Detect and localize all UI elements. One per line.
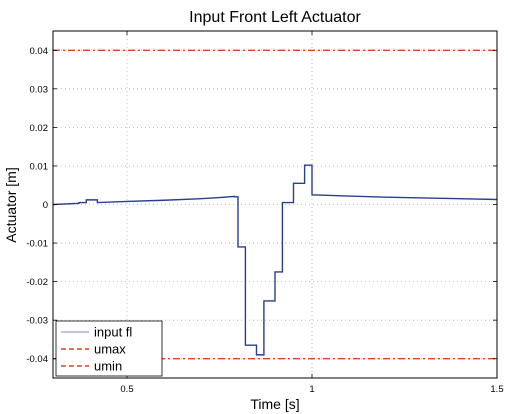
chart-title: Input Front Left Actuator [189, 9, 361, 26]
legend-label-0: input fl [94, 325, 132, 340]
y-tick-label-1: -0.03 [26, 316, 48, 327]
legend: input fl umax umin [55, 320, 163, 377]
y-axis-ticks: -0.04 -0.03 -0.02 -0.01 0 0.01 0.02 0.03 0.04 [26, 46, 497, 365]
y-tick-label-7: 0.03 [30, 84, 49, 95]
x-tick-label-1: 1 [309, 384, 314, 395]
y-tick-label-2: -0.02 [26, 277, 48, 288]
plot-series [52, 49, 498, 360]
y-tick-label-8: 0.04 [30, 46, 49, 57]
series-line-input-fl [52, 164, 498, 356]
x-axis-label: Time [s] [250, 396, 299, 412]
y-axis-label: Actuator [m] [3, 167, 19, 242]
x-tick-label-2: 1.5 [490, 384, 503, 395]
x-axis-ticks: 0.5 1 1.5 [120, 31, 504, 395]
y-tick-label-5: 0.01 [30, 161, 49, 172]
x-tick-label-0: 0.5 [120, 384, 133, 395]
y-tick-label-3: -0.01 [26, 239, 48, 250]
y-tick-label-4: 0 [43, 200, 48, 211]
legend-label-1: umax [94, 342, 126, 357]
y-tick-label-0: -0.04 [26, 354, 48, 365]
legend-label-2: umin [94, 359, 122, 374]
y-tick-label-6: 0.02 [30, 123, 49, 134]
